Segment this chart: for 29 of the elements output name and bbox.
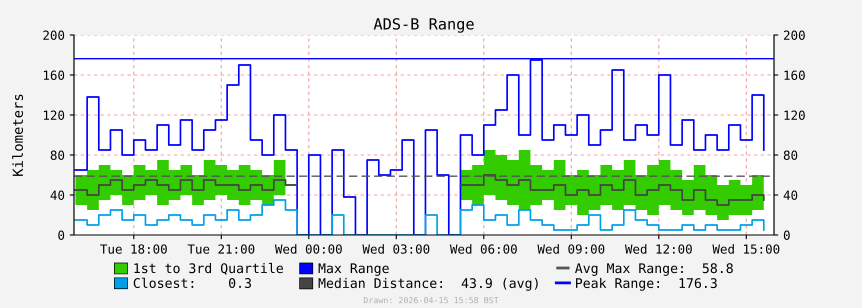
legend-label: Closest: 0.3 bbox=[134, 278, 251, 288]
y-axis-title: Kilometers bbox=[12, 94, 24, 176]
y-tick-label: 40 bbox=[50, 190, 64, 200]
y-tick-label: 120 bbox=[44, 110, 64, 120]
x-tick-label: Wed 09:00 bbox=[537, 244, 604, 254]
y2-tick-label: 0 bbox=[784, 230, 790, 240]
y2-tick-label: 200 bbox=[784, 30, 805, 40]
chart-title: ADS-B Range bbox=[374, 18, 474, 33]
legend-label: Avg Max Range: 58.8 bbox=[575, 263, 733, 276]
y-tick-label: 160 bbox=[44, 70, 64, 80]
x-tick-label: Wed 15:00 bbox=[712, 244, 780, 254]
legend-label: Max Range bbox=[318, 263, 389, 276]
y2-tick-label: 80 bbox=[784, 150, 798, 160]
legend-label: 1st to 3rd Quartile bbox=[134, 262, 283, 275]
x-tick-label: Wed 03:00 bbox=[362, 244, 430, 254]
y-tick-label: 80 bbox=[50, 150, 64, 160]
y2-tick-label: 120 bbox=[784, 110, 805, 120]
x-tick-label: Wed 06:00 bbox=[450, 244, 517, 254]
x-tick-label: Wed 12:00 bbox=[624, 244, 692, 254]
y-tick-label: 0 bbox=[58, 230, 64, 240]
y-tick-label: 200 bbox=[43, 30, 64, 40]
y2-tick-label: 40 bbox=[784, 190, 798, 200]
x-tick-label: Tue 18:00 bbox=[100, 244, 167, 254]
x-tick-label: Wed 00:00 bbox=[274, 244, 342, 254]
y2-tick-label: 160 bbox=[784, 70, 805, 80]
text: Drawn: 2026-04-15 15:58 BST bbox=[364, 297, 499, 304]
legend-label: Peak Range: 176.3 bbox=[576, 278, 717, 291]
x-tick-label: Tue 21:00 bbox=[188, 244, 254, 254]
legend-label: Median Distance: 43.9 (avg) bbox=[318, 278, 538, 291]
